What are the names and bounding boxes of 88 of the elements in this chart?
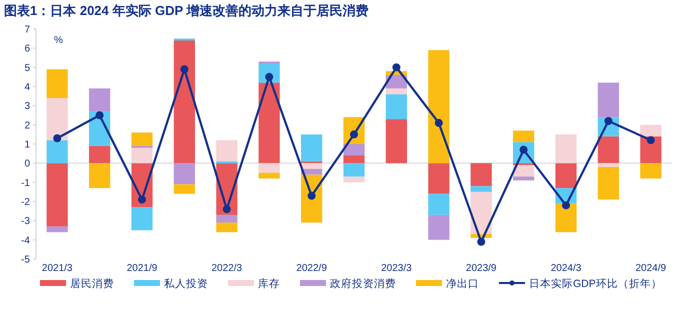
y-tick-label: 5 (24, 62, 30, 74)
x-tick-label: 2023/9 (466, 263, 497, 274)
x-tick-label: 2024/9 (636, 263, 667, 274)
bar (343, 163, 365, 177)
x-tick-label: 2022/3 (212, 263, 243, 274)
y-tick-label: -3 (21, 216, 30, 228)
bar (470, 186, 492, 192)
x-tick-label: 2022/9 (296, 263, 328, 274)
bar (386, 119, 407, 164)
bar (46, 140, 68, 164)
bar (386, 94, 407, 120)
point (53, 134, 62, 142)
bar (428, 214, 450, 240)
bar (174, 163, 195, 184)
y-tick-label: 3 (24, 101, 30, 112)
bar (258, 163, 280, 173)
y-tick-label: 7 (24, 24, 30, 36)
bar (301, 163, 322, 169)
y-tick-label: -2 (21, 197, 30, 208)
legend-label: 库存 (258, 277, 280, 290)
y-tick-label: 6 (24, 44, 30, 55)
point (604, 117, 612, 125)
bar (46, 163, 68, 226)
bar (174, 40, 195, 164)
x-tick-label: 2024/3 (550, 263, 582, 274)
bar (386, 88, 407, 94)
bar (640, 163, 662, 178)
bar (131, 132, 153, 146)
bar (428, 194, 450, 215)
bar (598, 167, 619, 200)
bar (46, 226, 68, 232)
point (434, 118, 443, 127)
legend-label: 净出口 (446, 277, 479, 290)
y-axis-title: % (54, 35, 63, 46)
bar (470, 163, 492, 186)
bar (89, 146, 110, 164)
point (562, 201, 570, 210)
bar (343, 176, 365, 182)
bar (513, 176, 534, 180)
bar (131, 207, 153, 230)
bar (598, 163, 619, 167)
bar (46, 98, 68, 140)
legend-label: 日本实际GDP环比（折年） (529, 277, 662, 290)
x-tick-label: 2021/3 (42, 263, 73, 274)
point (96, 111, 104, 120)
y-tick-label: 2 (24, 120, 30, 132)
legend-label: 居民消费 (70, 277, 114, 290)
bar (640, 124, 662, 136)
bar (598, 136, 619, 164)
point (138, 196, 146, 204)
point (646, 136, 655, 144)
bar (216, 222, 238, 232)
bar (555, 134, 577, 164)
y-tick-label: 1 (24, 140, 30, 150)
bar (428, 50, 450, 164)
point (477, 238, 486, 246)
x-tick-label: 2023/3 (381, 263, 412, 274)
bar (258, 82, 280, 164)
bar (343, 144, 365, 156)
bar (131, 148, 153, 164)
bar (89, 163, 110, 188)
y-tick-label: -5 (21, 254, 30, 266)
point (308, 192, 316, 200)
bar (216, 140, 238, 162)
y-tick-label: 0 (24, 158, 30, 170)
bar (428, 163, 450, 194)
bar (301, 134, 322, 162)
y-tick-label: -1 (21, 178, 30, 189)
bar (513, 165, 534, 177)
point (222, 205, 231, 214)
bar (555, 163, 577, 188)
bar (555, 203, 577, 232)
bar (513, 130, 534, 142)
point (180, 65, 188, 74)
bar (46, 69, 68, 98)
legend-label: 私人投资 (164, 278, 208, 290)
legend-label: 政府投资消费 (330, 277, 396, 290)
bar (216, 214, 238, 223)
y-tick-label: -4 (21, 235, 30, 246)
bar (598, 82, 619, 118)
bar (258, 172, 280, 178)
bar (174, 184, 195, 194)
x-tick-label: 2021/9 (126, 263, 158, 274)
bar (343, 156, 365, 164)
y-tick-label: 4 (24, 82, 30, 93)
chart-title: 图表1：日本 2024 年实际 GDP 增速改善的动力来自于居民消费 (4, 3, 369, 18)
point (392, 63, 400, 72)
bar (89, 88, 110, 112)
